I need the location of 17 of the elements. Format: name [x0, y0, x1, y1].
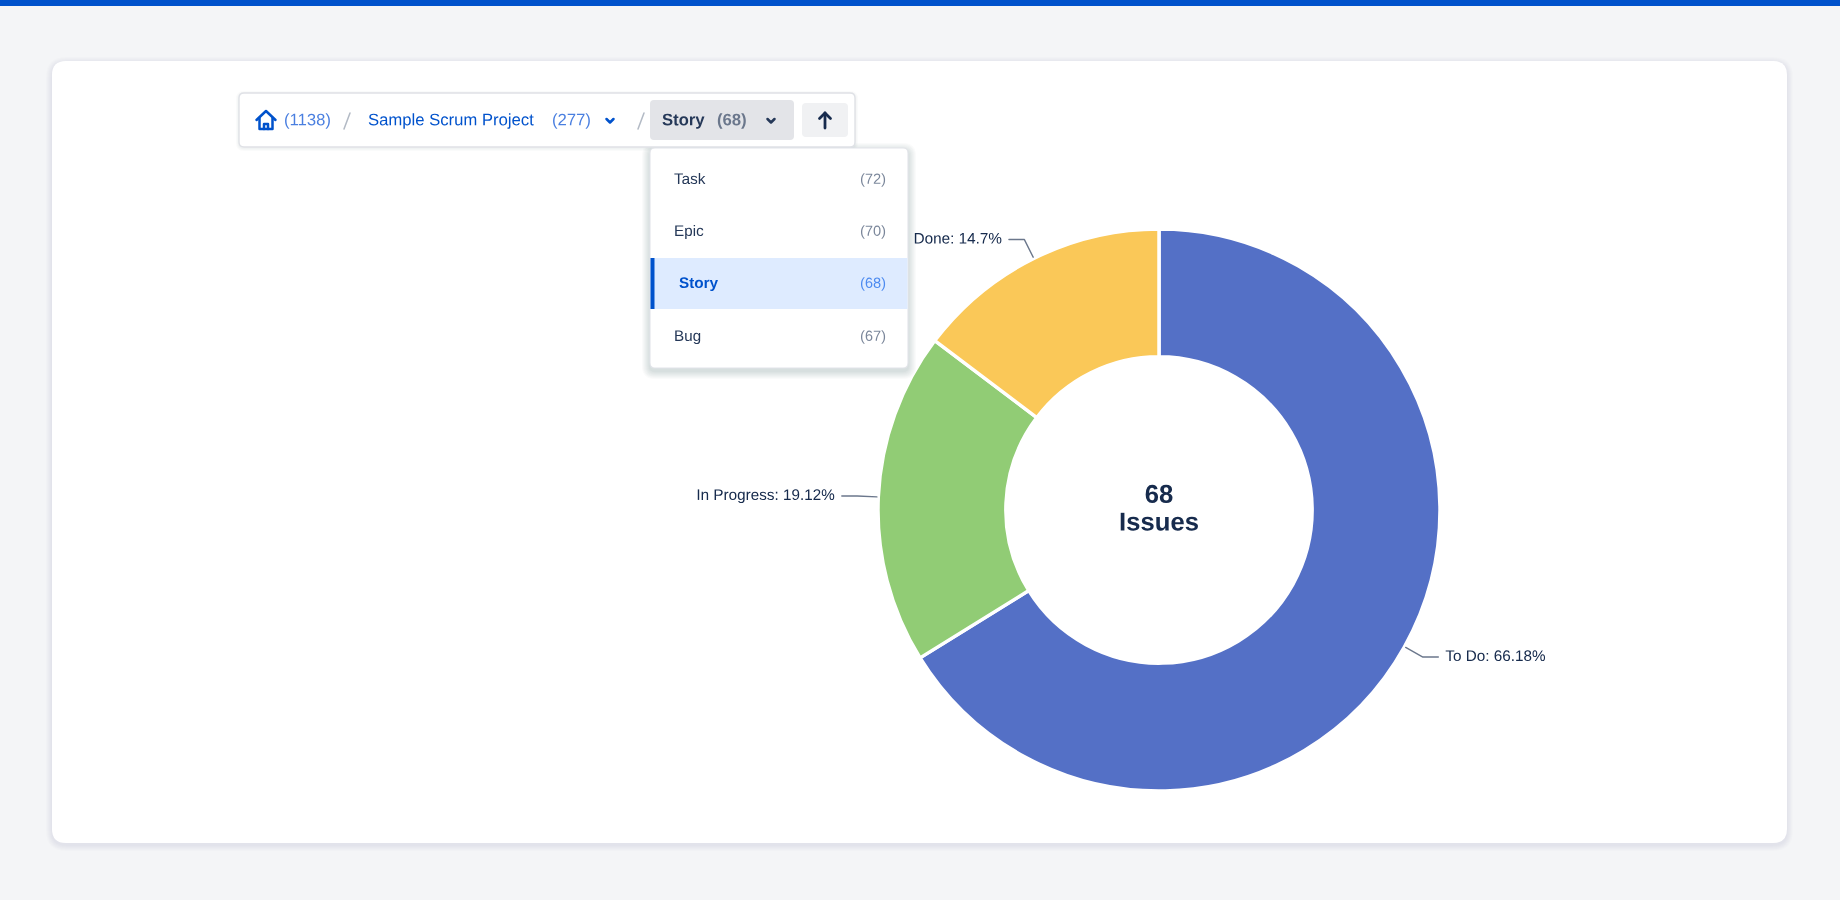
text: (68) [860, 277, 886, 291]
text: Bug [675, 330, 701, 345]
slice-label: To Do: 66.18% [1445, 650, 1546, 662]
slice-label: In Progress: 19.12% [697, 489, 835, 504]
text: Task [674, 172, 706, 185]
text: (70) [860, 225, 886, 239]
text: (277) [553, 113, 590, 129]
text: Story [662, 113, 705, 129]
text: (72) [860, 173, 886, 187]
text: Epic [675, 224, 704, 240]
text: (1138) [285, 113, 330, 129]
slice-label: Done: 14.7% [914, 232, 1002, 244]
text: (67) [860, 330, 886, 344]
text: Sample Scrum Project [368, 113, 534, 129]
text: (68) [717, 113, 746, 129]
text: 68 Issues [1120, 484, 1198, 531]
text: Story [679, 277, 718, 292]
